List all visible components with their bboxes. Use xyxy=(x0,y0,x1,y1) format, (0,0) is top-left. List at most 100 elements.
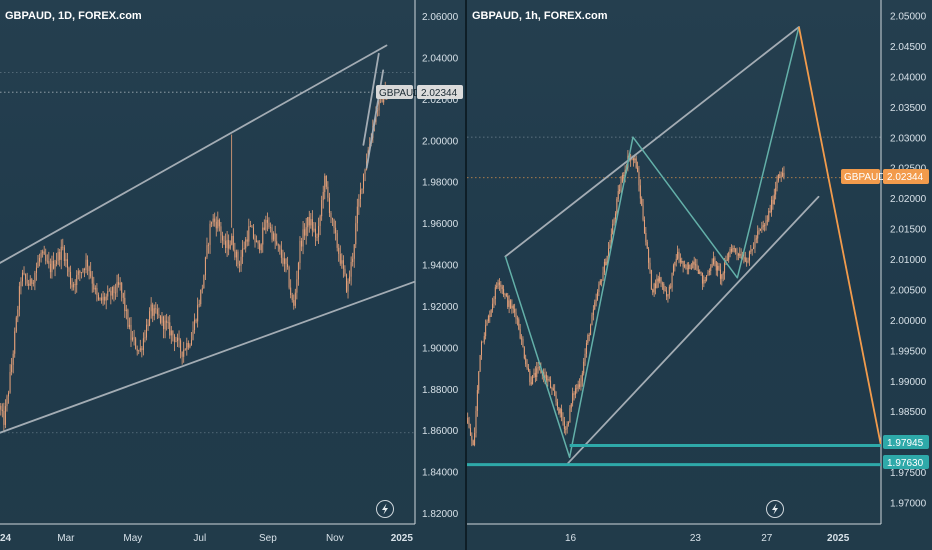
right-candle-body xyxy=(721,274,723,279)
right-candle-body xyxy=(771,199,773,212)
left-candle-body xyxy=(76,274,78,286)
left-ytick-label: 2.00000 xyxy=(422,136,459,147)
left-candle-body xyxy=(364,169,366,174)
right-ytick-label: 2.01000 xyxy=(890,255,927,266)
left-candle-body xyxy=(29,279,31,286)
left-chart-plot[interactable] xyxy=(0,44,415,434)
left-xtick-label: Nov xyxy=(326,533,344,544)
right-candle-body xyxy=(764,225,766,227)
left-trendline-lower_channel[interactable] xyxy=(0,280,415,434)
right-candle-body xyxy=(595,299,597,303)
right-candle-body xyxy=(617,191,619,200)
left-candle-body xyxy=(282,257,284,264)
left-candle-body xyxy=(201,288,203,290)
left-candle-body xyxy=(231,235,233,245)
left-candle-body xyxy=(310,219,312,226)
right-candle-body xyxy=(490,309,492,317)
right-ytick-label: 2.01500 xyxy=(890,225,927,236)
right-candle-body xyxy=(515,312,517,319)
right-candle-body xyxy=(561,409,563,418)
left-candle-body xyxy=(352,258,354,262)
right-price-tag: 2.02344 xyxy=(887,172,924,183)
support-label-1: 1.97945 xyxy=(887,438,924,449)
left-trendline-wedge_left[interactable] xyxy=(362,52,380,146)
left-candle-body xyxy=(211,222,213,224)
left-candle-body xyxy=(345,274,347,292)
right-trendline-lower_channel[interactable] xyxy=(566,195,820,465)
right-candle-body xyxy=(675,258,677,263)
left-candle-body xyxy=(8,392,10,397)
right-candle-body xyxy=(672,265,674,273)
left-candle-body xyxy=(296,279,298,293)
right-candle-body xyxy=(670,286,672,288)
right-wave-pattern[interactable] xyxy=(504,26,800,459)
right-candle-body xyxy=(769,210,771,212)
left-candle-body xyxy=(85,259,87,270)
left-xtick-label: Mar xyxy=(57,533,75,544)
right-candle-body xyxy=(777,174,779,181)
right-candle-body xyxy=(697,269,699,274)
right-ytick-label: 1.97500 xyxy=(890,468,927,479)
left-candle-body xyxy=(153,308,155,316)
left-candle-body xyxy=(319,216,321,226)
left-candle-body xyxy=(332,218,334,220)
left-candle-body xyxy=(80,272,82,273)
left-chart-axes: 2.06000 2.04000 2.02000 2.00000 1.98000 1.960… xyxy=(0,12,459,544)
left-trendline-upper_channel[interactable] xyxy=(0,44,388,264)
right-chart-plot[interactable] xyxy=(467,26,881,467)
right-candle-body xyxy=(533,372,535,376)
right-candle-body xyxy=(635,158,637,168)
left-candle-body xyxy=(116,282,118,293)
support-label-1-bg xyxy=(883,435,929,449)
right-candle-body xyxy=(623,174,625,177)
left-candle-body xyxy=(339,253,341,264)
left-candle-body xyxy=(277,244,279,246)
right-projection-line[interactable] xyxy=(798,26,881,446)
right-candle-body xyxy=(737,253,739,256)
left-candle-body xyxy=(294,292,296,306)
left-candle-body xyxy=(283,258,285,264)
left-candle-body xyxy=(46,260,48,262)
left-lightning-icon[interactable] xyxy=(376,500,394,518)
right-trendline-upper_channel[interactable] xyxy=(504,26,800,258)
right-candle-body xyxy=(780,176,782,178)
right-candle-body xyxy=(570,403,572,409)
right-candle-body xyxy=(714,258,716,262)
left-candle-body xyxy=(43,251,45,255)
right-candle-body xyxy=(659,277,661,282)
right-candle-body xyxy=(639,185,641,199)
right-candle-body xyxy=(505,294,507,297)
right-candle-body xyxy=(555,395,557,402)
right-candle-body xyxy=(599,280,601,285)
left-candle-body xyxy=(293,300,295,306)
right-candle-body xyxy=(529,370,531,383)
right-candle-body xyxy=(548,379,550,381)
left-candle-body xyxy=(147,324,149,326)
left-candle-body xyxy=(353,244,355,259)
chart-divider[interactable] xyxy=(465,0,467,550)
left-candle-body xyxy=(215,221,217,229)
right-candle-body xyxy=(715,261,717,271)
right-lightning-icon[interactable] xyxy=(766,500,784,518)
right-candle-body xyxy=(514,308,516,313)
right-candle-body xyxy=(581,373,583,382)
left-candle-body xyxy=(342,260,344,269)
left-candle-body xyxy=(251,226,253,228)
left-candle-body xyxy=(87,259,89,267)
right-candle-body xyxy=(492,303,494,310)
left-candle-body xyxy=(66,259,68,268)
right-candle-body xyxy=(518,319,520,330)
right-candle-body xyxy=(657,278,659,282)
left-candle-body xyxy=(321,200,323,217)
left-candle-body xyxy=(257,240,259,244)
right-candle-body xyxy=(748,251,750,261)
right-candle-body xyxy=(674,262,676,266)
left-candle-body xyxy=(204,257,206,276)
left-candle-body xyxy=(91,276,93,284)
right-candle-body xyxy=(736,251,738,254)
left-candle-body xyxy=(214,218,216,222)
right-candle-body xyxy=(497,282,499,286)
left-candle-body xyxy=(118,282,120,285)
left-candle-body xyxy=(156,309,158,315)
left-ytick-label: 1.98000 xyxy=(422,178,459,189)
